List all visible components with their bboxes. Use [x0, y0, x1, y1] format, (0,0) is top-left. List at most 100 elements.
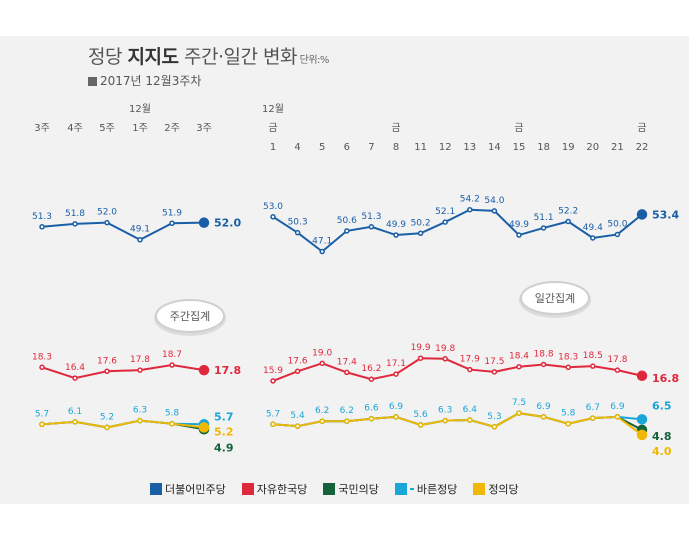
- daily-weekday-marker: 금: [268, 122, 277, 134]
- daily-bareun-data-label: 6.9: [610, 402, 625, 412]
- weekly-minjoo-point: [39, 224, 45, 230]
- daily-bareun-data-label: 6.9: [389, 402, 404, 412]
- weekly-month-label: 12월: [129, 103, 151, 115]
- daily-minjoo-data-label: 54.2: [460, 195, 480, 205]
- daily-jayu-point: [540, 361, 547, 368]
- legend-item-jayu: 자유한국당: [241, 481, 307, 497]
- daily-tick-label: 6: [344, 142, 350, 153]
- daily-tick-label: 8: [393, 142, 399, 153]
- daily-minjoo-line: [272, 208, 643, 253]
- daily-minjoo-point: [540, 225, 547, 231]
- daily-bareun-data-label: 6.3: [438, 406, 452, 416]
- daily-jayu-point: [491, 369, 498, 375]
- weekly-jayu-last-label: 17.8: [214, 364, 241, 377]
- daily-jayu-data-label: 17.1: [386, 359, 406, 369]
- weekly-tick-label: 5주: [99, 123, 115, 134]
- daily-tick-label: 7: [368, 142, 374, 153]
- weekly-jeongui-point: [104, 424, 110, 431]
- daily-weekday-marker: 금: [391, 122, 400, 134]
- title-strong: 지지도: [127, 46, 179, 68]
- daily-minjoo-point: [270, 214, 276, 220]
- legend-item-bareun: 바른정당: [394, 481, 457, 497]
- daily-jayu-point: [319, 360, 325, 367]
- daily-jayu-data-label: 17.4: [337, 357, 357, 367]
- legend-label: 더불어민주당: [165, 483, 226, 496]
- daily-bubble-bubble: [520, 281, 590, 315]
- daily-jayu-point: [565, 364, 571, 371]
- daily-jeongui-point: [590, 415, 596, 421]
- daily-jayu-point: [516, 363, 522, 370]
- weekly-tick-label: 4주: [67, 123, 83, 134]
- daily-jeongui-point: [319, 418, 325, 424]
- daily-bareun-data-label: 5.3: [487, 412, 501, 422]
- daily-jayu-data-label: 17.6: [288, 356, 308, 366]
- legend: 더불어민주당 자유한국당 국민의당 바른정당 정의당: [150, 481, 519, 497]
- daily-jayu-last-label: 16.8: [652, 372, 679, 385]
- daily-bareun-data-label: 6.2: [340, 406, 354, 416]
- daily-bareun-data-label: 5.8: [561, 409, 576, 419]
- daily-jeongui-point: [442, 417, 448, 424]
- weekly-minjoo-data-label: 51.8: [65, 209, 85, 219]
- weekly-jayu-data-label: 17.6: [97, 356, 117, 366]
- daily-bareun-data-label: 6.7: [586, 403, 600, 413]
- daily-tick-label: 1: [270, 142, 276, 153]
- weekly-tick-label: 2주: [164, 123, 180, 134]
- daily-minjoo-data-label: 50.3: [288, 218, 308, 228]
- weekly-bareun-last-label: 5.7: [214, 410, 234, 423]
- daily-jayu-point: [636, 370, 648, 382]
- legend-item-kukmin: 국민의당: [323, 481, 379, 497]
- weekly-jeongui-point: [198, 422, 210, 433]
- weekly-minjoo-last-label: 52.0: [214, 217, 241, 230]
- daily-jayu-point: [344, 369, 350, 376]
- daily-minjoo-data-label: 52.2: [558, 206, 578, 216]
- daily-jayu-point: [393, 371, 399, 377]
- weekly-jayu-point: [137, 367, 143, 373]
- daily-minjoo-data-label: 49.9: [509, 220, 529, 230]
- daily-bareun-point: [636, 414, 648, 425]
- daily-jayu-data-label: 16.2: [361, 364, 381, 374]
- jeongui-logo-icon: [473, 483, 486, 495]
- weekly-bareun-data-label: 5.2: [100, 412, 114, 422]
- title-unit: 단위:%: [296, 55, 330, 66]
- weekly-jayu-point: [39, 364, 45, 371]
- legend-label: 정의당: [488, 483, 519, 496]
- weekly-jeongui-point: [169, 420, 175, 427]
- weekly-minjoo-point: [137, 236, 143, 243]
- daily-minjoo-data-label: 49.4: [583, 223, 603, 233]
- daily-jayu-data-label: 17.5: [484, 357, 504, 367]
- daily-jayu-data-label: 15.9: [263, 366, 283, 376]
- weekly-bareun-data-label: 5.7: [35, 409, 49, 419]
- daily-minjoo-data-label: 47.1: [312, 237, 332, 247]
- kukmin-logo-icon: [323, 483, 336, 495]
- legend-badge: [409, 488, 414, 490]
- weekly-jayu-data-label: 18.7: [162, 350, 182, 360]
- daily-minjoo-data-label: 54.0: [484, 196, 504, 206]
- weekly-bareun-data-label: 6.1: [68, 407, 82, 417]
- daily-kukmin-last-label: 4.8: [652, 430, 672, 443]
- daily-weekday-marker: 금: [637, 122, 646, 134]
- daily-minjoo-point: [467, 206, 473, 213]
- daily-tick-label: 18: [537, 142, 550, 153]
- minjoo-logo-icon: [150, 483, 162, 495]
- daily-jayu-line: [272, 357, 643, 382]
- daily-jeongui-point: [614, 414, 621, 420]
- daily-tick-label: 15: [513, 142, 526, 153]
- daily-jayu-data-label: 18.3: [558, 352, 578, 362]
- square-icon: [88, 77, 97, 86]
- weekly-jeongui-point: [72, 419, 78, 425]
- weekly-jayu-point: [198, 364, 210, 376]
- daily-jayu-data-label: 19.9: [411, 343, 431, 353]
- daily-jayu-data-label: 19.8: [435, 344, 455, 354]
- daily-jeongui-point: [417, 422, 424, 428]
- weekly-jayu-data-label: 17.8: [130, 355, 150, 365]
- weekly-jeongui-point: [39, 421, 45, 428]
- daily-minjoo-point: [565, 218, 571, 225]
- daily-minjoo-point: [319, 248, 325, 255]
- weekly-jeongui-line: [41, 419, 205, 429]
- daily-jayu-data-label: 18.4: [509, 352, 529, 362]
- daily-jayu-point: [467, 366, 473, 373]
- weekly-jayu-line: [41, 364, 205, 380]
- daily-minjoo-last-label: 53.4: [652, 208, 679, 221]
- daily-minjoo-data-label: 51.3: [361, 212, 381, 222]
